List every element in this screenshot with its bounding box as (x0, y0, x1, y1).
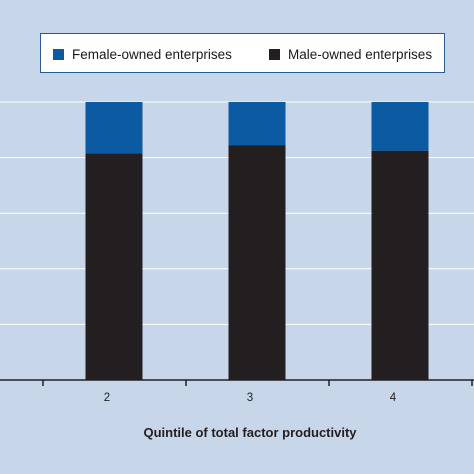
legend-label-male: Male-owned enterprises (288, 46, 433, 62)
bar-male-2 (85, 153, 143, 380)
legend: Female-owned enterprises Male-owned ente… (40, 33, 445, 73)
legend-item-male: Male-owned enterprises (269, 34, 432, 74)
x-axis-title: Quintile of total factor productivity (143, 425, 357, 440)
x-tick-label-3: 3 (247, 392, 253, 404)
legend-item-female: Female-owned enterprises (53, 34, 232, 74)
legend-swatch-female (53, 48, 64, 60)
bar-female-3 (228, 102, 286, 146)
x-tick-label-4: 4 (390, 392, 397, 404)
x-axis: 2 3 4 (0, 379, 474, 404)
x-tick-label-2: 2 (104, 392, 110, 404)
legend-swatch-male (269, 48, 280, 60)
legend-label-female: Female-owned enterprises (72, 46, 232, 62)
bar-male-3 (228, 145, 286, 380)
bar-male-4 (371, 150, 429, 380)
bar-female-2 (85, 102, 143, 154)
bars (85, 102, 429, 380)
bar-female-4 (371, 102, 429, 151)
